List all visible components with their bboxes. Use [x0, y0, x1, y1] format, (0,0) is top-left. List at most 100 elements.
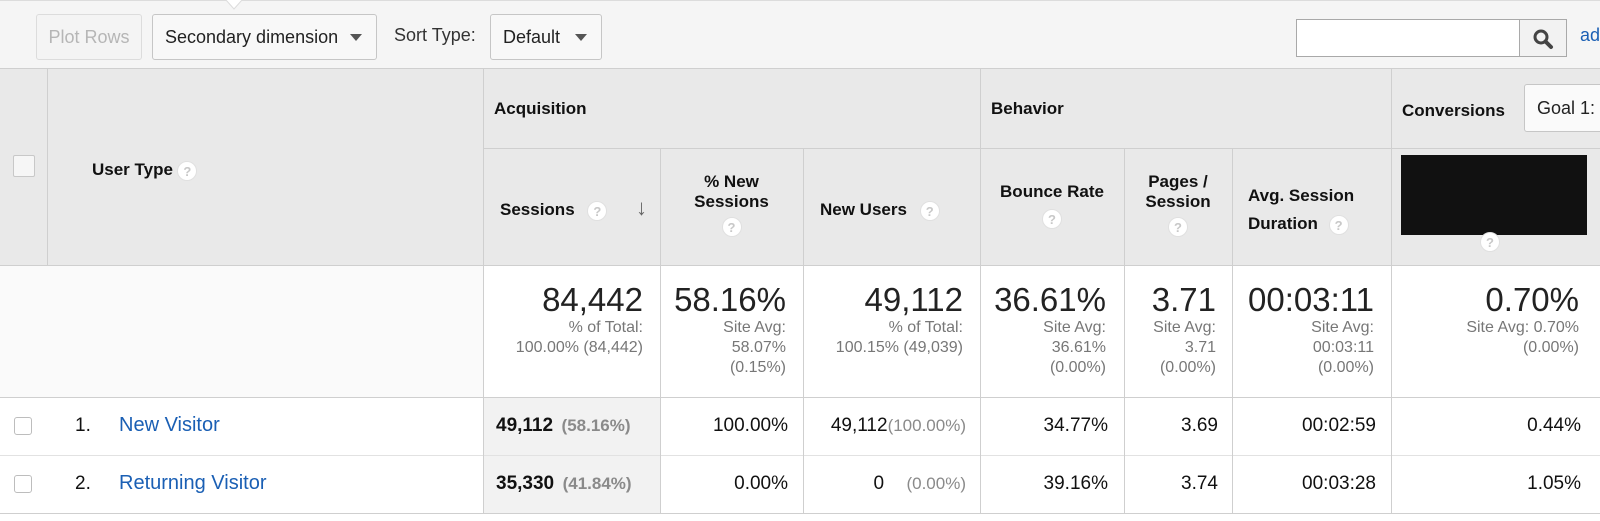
total-conversion-sub1: Site Avg: 0.70% [1466, 319, 1579, 336]
col-header-sessions[interactable]: Sessions ? [500, 200, 608, 221]
report-toolbar: Plot Rows Secondary dimension Sort Type:… [0, 0, 1600, 68]
conversion-help-icon[interactable]: ? [1480, 232, 1500, 252]
user-type-header-label: User Type [92, 160, 173, 179]
col-header-pct-new-sessions[interactable]: % New Sessions ? [660, 172, 803, 237]
total-pages-sub2: 3.71 [1184, 339, 1216, 356]
secondary-dimension-label: Secondary dimension [165, 27, 339, 47]
row-new-users: 0 (0.00%) [803, 473, 966, 495]
help-icon[interactable]: ? [721, 216, 742, 237]
total-new-users-value: 49,112 [864, 281, 963, 318]
total-sessions-sub2: 100.00% (84,442) [515, 339, 643, 356]
total-sessions: 84,442 % of Total: 100.00% (84,442) [483, 282, 643, 358]
col-header-pages-session[interactable]: Pages / Session ? [1124, 172, 1232, 237]
secondary-dimension-dropdown[interactable]: Secondary dimension [152, 14, 377, 60]
row-index: 2. [75, 473, 91, 494]
sort-type-dropdown[interactable]: Default [490, 14, 602, 60]
col-header-bounce-rate[interactable]: Bounce Rate ? [990, 182, 1114, 229]
help-icon[interactable]: ? [919, 200, 940, 221]
total-bounce-sub1: Site Avg: [1043, 319, 1106, 336]
advanced-link[interactable]: ad [1580, 25, 1600, 45]
search-input[interactable] [1296, 19, 1520, 57]
sessions-header-label: Sessions [500, 200, 575, 219]
total-pct-new: 58.16% Site Avg: 58.07% (0.15%) [660, 282, 786, 378]
row-index: 1. [75, 415, 91, 436]
row-pages: 3.69 [1181, 415, 1218, 436]
row-new-users: 49,112(100.00%) [803, 415, 966, 437]
help-icon[interactable]: ? [1328, 214, 1349, 235]
chevron-down-icon [575, 34, 587, 41]
row-sessions-pct: (58.16%) [561, 416, 631, 435]
total-new-users-sub1: % of Total: [888, 319, 963, 336]
total-pages: 3.71 Site Avg: 3.71 (0.00%) [1124, 282, 1216, 378]
new-users-header-label: New Users [820, 200, 907, 219]
totals-values-area [483, 265, 1600, 397]
chevron-down-icon [350, 34, 362, 41]
select-all-checkbox[interactable] [13, 155, 35, 177]
row-pct-new: 0.00% [734, 473, 788, 494]
behavior-group-label: Behavior [991, 99, 1064, 118]
bounce-rate-header-label: Bounce Rate [1000, 182, 1104, 201]
total-duration-value: 00:03:11 [1247, 281, 1374, 318]
row-sessions: 35,330 (41.84%) [496, 473, 632, 495]
sort-type-value: Default [503, 27, 561, 47]
dimension-header[interactable]: User Type ? [92, 160, 198, 181]
total-new-users-sub2: 100.15% (49,039) [835, 339, 963, 356]
search-button[interactable] [1519, 19, 1567, 57]
row-checkbox[interactable] [14, 475, 32, 493]
total-duration: 00:03:11 Site Avg: 00:03:11 (0.00%) [1232, 282, 1374, 378]
total-bounce-sub2: 36.61% [1051, 339, 1106, 356]
row-pct-new: 100.00% [712, 415, 788, 436]
row-new-users-value: 49,112 [830, 415, 888, 436]
total-pct-new-sub3: (0.15%) [729, 359, 786, 376]
row-conversion: 0.44% [1527, 415, 1581, 436]
row-checkbox[interactable] [14, 417, 32, 435]
total-pages-sub1: Site Avg: [1153, 319, 1216, 336]
row-duration: 00:03:28 [1302, 473, 1376, 494]
help-icon[interactable]: ? [1168, 216, 1188, 237]
col-header-avg-session-duration[interactable]: Avg. Session Duration ? [1248, 182, 1354, 238]
total-duration-sub2: 00:03:11 [1312, 339, 1374, 356]
conversions-group-label: Conversions [1402, 101, 1505, 120]
total-bounce-sub3: (0.00%) [1049, 359, 1106, 376]
table-row: 1. New Visitor 49,112 (58.16%) 100.00% 4… [0, 398, 1600, 455]
sort-arrow-icon[interactable]: ↓ [636, 195, 647, 220]
row-new-users-pct: (0.00%) [906, 474, 966, 493]
total-pct-new-sub1: Site Avg: [723, 319, 786, 336]
duration-header-line2: Duration [1248, 214, 1318, 233]
total-sessions-sub1: % of Total: [568, 319, 643, 336]
row-bounce: 39.16% [1043, 473, 1108, 494]
goal-select-label: Goal 1: [1537, 98, 1596, 118]
pages-header-line1: Pages / [1148, 172, 1208, 191]
total-pct-new-value: 58.16% [674, 281, 786, 318]
search-icon [1533, 29, 1553, 49]
total-duration-sub3: (0.00%) [1317, 359, 1374, 376]
total-bounce: 36.61% Site Avg: 36.61% (0.00%) [980, 282, 1106, 378]
row-conversion: 1.05% [1527, 473, 1581, 494]
row-new-users-pct: (100.00%) [887, 416, 966, 435]
row-sessions-value: 49,112 [496, 415, 554, 436]
help-icon[interactable]: ? [1042, 208, 1062, 229]
total-conversion-value: 0.70% [1485, 281, 1579, 318]
plot-rows-button[interactable]: Plot Rows [36, 14, 142, 60]
total-pages-sub3: (0.00%) [1159, 359, 1216, 376]
sort-type-label: Sort Type: [394, 25, 476, 45]
row-sessions: 49,112 (58.16%) [496, 415, 631, 437]
row-sessions-value: 35,330 [496, 473, 555, 494]
goal-select-dropdown[interactable]: Goal 1: [1524, 84, 1600, 132]
total-conversion: 0.70% Site Avg: 0.70% (0.00%) [1391, 282, 1579, 358]
row-user-type-link[interactable]: Returning Visitor [119, 472, 267, 494]
total-pages-value: 3.71 [1151, 281, 1216, 318]
total-new-users: 49,112 % of Total: 100.15% (49,039) [803, 282, 963, 358]
row-user-type-link[interactable]: New Visitor [119, 414, 220, 436]
help-icon[interactable]: ? [587, 200, 608, 221]
total-bounce-value: 36.61% [994, 281, 1106, 318]
pages-header-line2: Session [1145, 192, 1211, 211]
row-bounce: 34.77% [1043, 415, 1108, 436]
row-sessions-pct: (41.84%) [562, 474, 632, 493]
row-new-users-value: 0 [873, 473, 885, 494]
row-pages: 3.74 [1181, 473, 1218, 494]
col-header-new-users[interactable]: New Users ? [820, 200, 940, 221]
acquisition-group-label: Acquisition [494, 99, 587, 118]
help-icon[interactable]: ? [177, 160, 198, 181]
row-duration: 00:02:59 [1302, 415, 1376, 436]
